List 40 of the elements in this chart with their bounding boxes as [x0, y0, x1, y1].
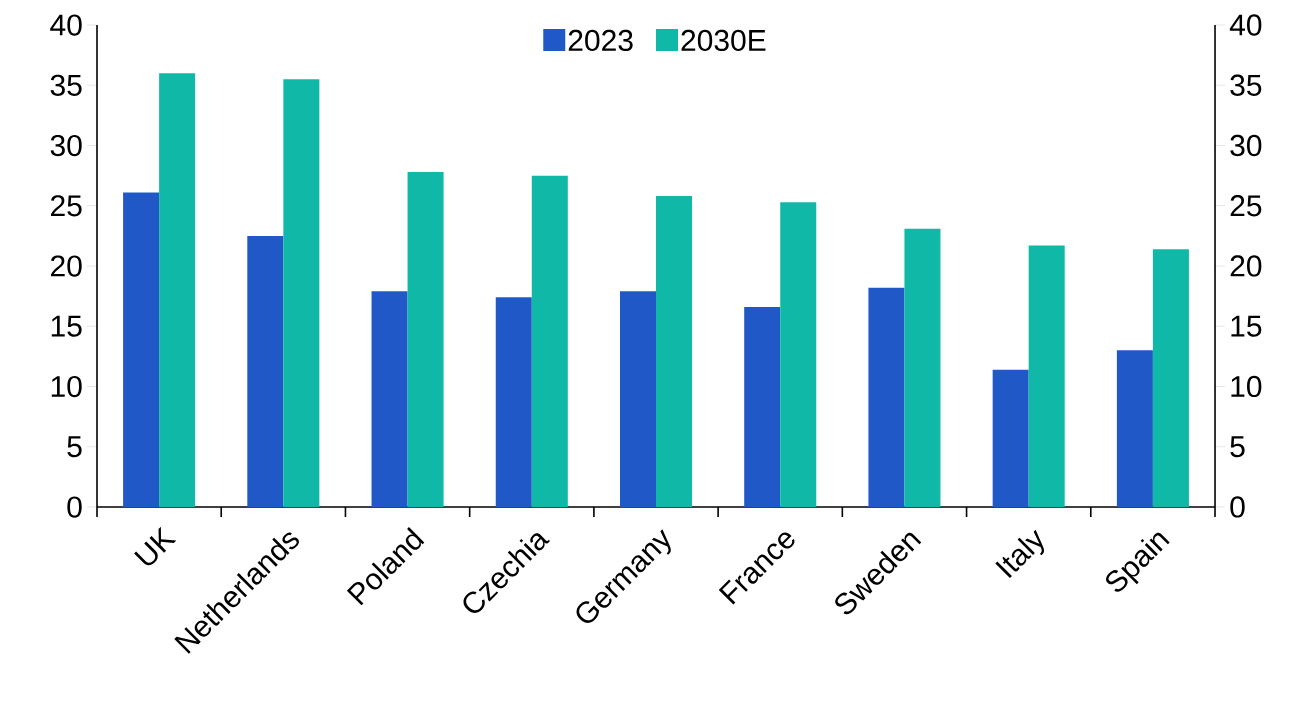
legend-label: 2030E [681, 29, 766, 52]
bar [904, 228, 941, 507]
bar [1152, 249, 1189, 507]
y-tick-label: 0 [67, 496, 82, 518]
y-tick-label: 10 [51, 375, 82, 398]
y2-tick-label: 40 [1229, 14, 1262, 36]
bar [780, 202, 817, 507]
bar [123, 192, 160, 507]
legend-label: 2023 [568, 29, 633, 52]
y-tick-label: 20 [51, 255, 82, 277]
bar [868, 287, 905, 507]
y2-tick-label: 15 [1231, 315, 1262, 337]
y2-tick-label: 5 [1230, 436, 1245, 458]
y-tick-label: 15 [51, 315, 82, 337]
bar [531, 175, 568, 507]
bar [1028, 245, 1065, 507]
bar [656, 196, 693, 507]
y2-tick-label: 25 [1230, 195, 1262, 217]
bar [619, 291, 657, 507]
y2-tick-label: 10 [1231, 375, 1262, 398]
bar [371, 291, 408, 507]
x-tick-label: Italy [995, 529, 1045, 578]
y2-tick-label: 30 [1230, 134, 1262, 157]
y-tick-label: 5 [67, 436, 82, 458]
bar [992, 369, 1029, 507]
y2-tick-label: 20 [1230, 255, 1262, 277]
y-tick-label: 25 [51, 195, 82, 217]
bar [407, 172, 444, 507]
bar [744, 306, 781, 507]
bar [1116, 350, 1153, 507]
y2-tick-label: 35 [1230, 74, 1262, 96]
bar [159, 73, 196, 507]
y-tick-label: 30 [50, 134, 82, 157]
bar [247, 235, 284, 507]
y-tick-label: 35 [50, 74, 82, 96]
y-tick-label: 40 [50, 14, 82, 36]
bar [283, 79, 320, 507]
bar [495, 297, 532, 507]
y2-tick-label: 0 [1230, 496, 1245, 518]
x-tick-label: UK [134, 526, 177, 566]
